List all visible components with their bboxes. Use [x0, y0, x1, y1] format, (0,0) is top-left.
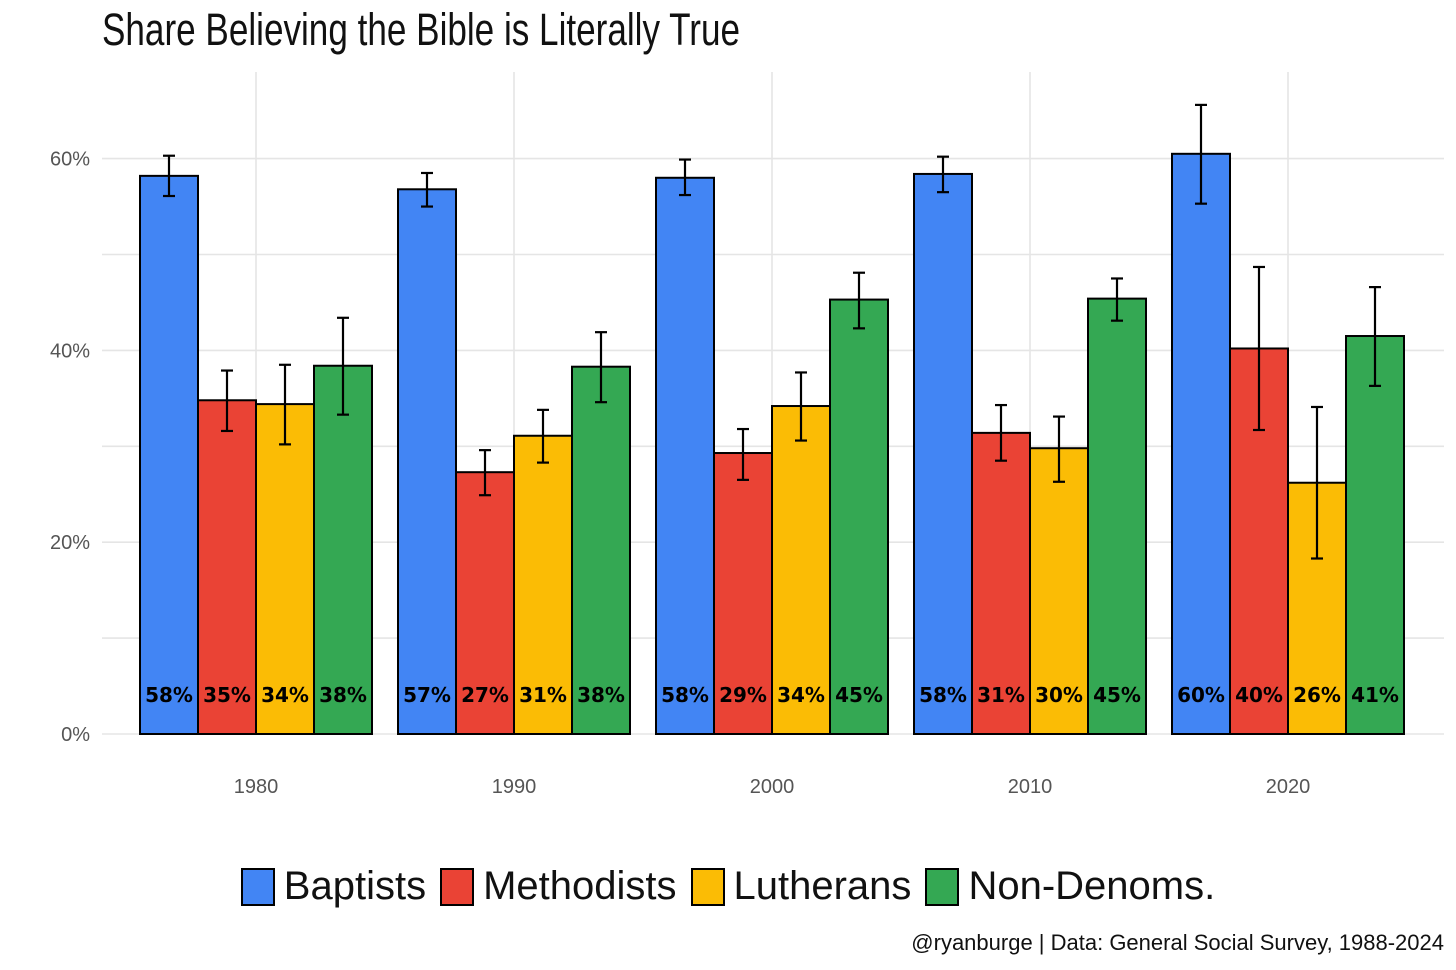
bar-value-label: 58%	[919, 683, 967, 707]
bar-value-label: 35%	[203, 683, 251, 707]
bar-baptists1990	[397, 188, 457, 735]
legend-label: Lutherans	[733, 864, 912, 908]
legend-item: Methodists	[440, 864, 677, 909]
bar-non-denoms-2010	[1087, 297, 1147, 735]
y-tick-label: 0%	[61, 724, 90, 746]
bar-non-denoms-2020	[1345, 335, 1405, 735]
bar-value-label: 29%	[719, 683, 767, 707]
bar-non-denoms-1990	[571, 365, 631, 735]
bar-value-label: 41%	[1351, 683, 1399, 707]
bar-value-label: 57%	[403, 683, 451, 707]
axis-labels: 0% 20% 40% 60% 1980 1990 2000 2010 2020	[50, 149, 1310, 798]
bar-value-label: 31%	[519, 683, 567, 707]
legend-item: Non-Denoms.	[925, 864, 1215, 909]
error-bar	[795, 371, 807, 442]
y-tick-label: 60%	[50, 149, 90, 171]
x-tick-label: 2020	[1266, 776, 1311, 798]
bar-value-label: 45%	[1093, 683, 1141, 707]
x-tick-label: 1980	[234, 776, 279, 798]
legend-label: Baptists	[283, 864, 427, 908]
bar-chart: 0% 20% 40% 60% 1980 1990 2000 2010 2020 58% 35% 34…	[50, 72, 1444, 798]
error-bar	[1195, 103, 1207, 205]
x-tick-label: 1990	[492, 776, 537, 798]
error-bar	[1311, 405, 1323, 560]
legend-swatch	[240, 867, 275, 906]
bar-value-label: 58%	[661, 683, 709, 707]
error-bar	[679, 158, 691, 197]
bar-value-label: 60%	[1177, 683, 1225, 707]
bar-methodists1990	[455, 471, 515, 735]
bar-non-denoms-2000	[829, 298, 889, 735]
legend-label: Methodists	[483, 864, 677, 908]
x-tick-label: 2010	[1008, 776, 1053, 798]
error-bar	[279, 363, 291, 446]
error-bar	[995, 403, 1007, 462]
bar-value-label: 30%	[1035, 683, 1083, 707]
bar-value-label: 58%	[145, 683, 193, 707]
bar-lutherans2010	[1029, 447, 1089, 735]
bar-value-label: 26%	[1293, 683, 1341, 707]
bar-methodists2010	[971, 431, 1031, 735]
bar-value-label: 40%	[1235, 683, 1283, 707]
error-bar	[737, 427, 749, 481]
y-tick-label: 40%	[50, 340, 90, 362]
bar-value-label: 27%	[461, 683, 509, 707]
legend-item: Lutherans	[690, 864, 912, 909]
error-bar	[337, 316, 349, 416]
error-bar	[937, 155, 949, 194]
legend-label: Non-Denoms.	[968, 864, 1216, 908]
chart-title: Share Believing the Bible is Literally T…	[102, 4, 740, 55]
bar-baptists2020	[1171, 152, 1231, 735]
legend-swatch	[925, 867, 960, 906]
y-tick-label: 20%	[50, 532, 90, 554]
error-bar	[1253, 265, 1265, 432]
error-bar	[1369, 286, 1381, 387]
bar-baptists2000	[655, 176, 715, 735]
bars	[139, 152, 1405, 736]
legend-swatch	[690, 867, 725, 906]
legend: Baptists Methodists Lutherans Non-Denoms.	[0, 864, 1456, 909]
bar-lutherans1980	[255, 403, 315, 735]
bar-value-label: 31%	[977, 683, 1025, 707]
bar-value-label: 45%	[835, 683, 883, 707]
error-bar	[163, 154, 175, 198]
error-bars	[163, 103, 1381, 560]
error-bar	[421, 171, 433, 208]
bar-value-label: 34%	[777, 683, 825, 707]
bar-labels: 58% 35% 34% 38% 57% 27% 31% 38% 58% 29% 34% 45% 58% 3…	[145, 683, 1399, 707]
error-bar	[1111, 277, 1123, 322]
bar-baptists2010	[913, 172, 973, 736]
legend-item: Baptists	[240, 864, 427, 909]
bar-non-denoms-1980	[313, 364, 373, 735]
x-tick-label: 2000	[750, 776, 795, 798]
bar-value-label: 38%	[319, 683, 367, 707]
bar-lutherans1990	[513, 434, 573, 735]
bar-baptists1980	[139, 174, 199, 735]
error-bar	[1053, 415, 1065, 483]
error-bar	[479, 449, 491, 497]
source-caption: @ryanburge | Data: General Social Survey…	[911, 930, 1444, 955]
error-bar	[537, 408, 549, 464]
error-bar	[221, 369, 233, 433]
error-bar	[853, 271, 865, 330]
bar-value-label: 34%	[261, 683, 309, 707]
legend-swatch	[440, 867, 475, 906]
error-bar	[595, 331, 607, 404]
bar-value-label: 38%	[577, 683, 625, 707]
